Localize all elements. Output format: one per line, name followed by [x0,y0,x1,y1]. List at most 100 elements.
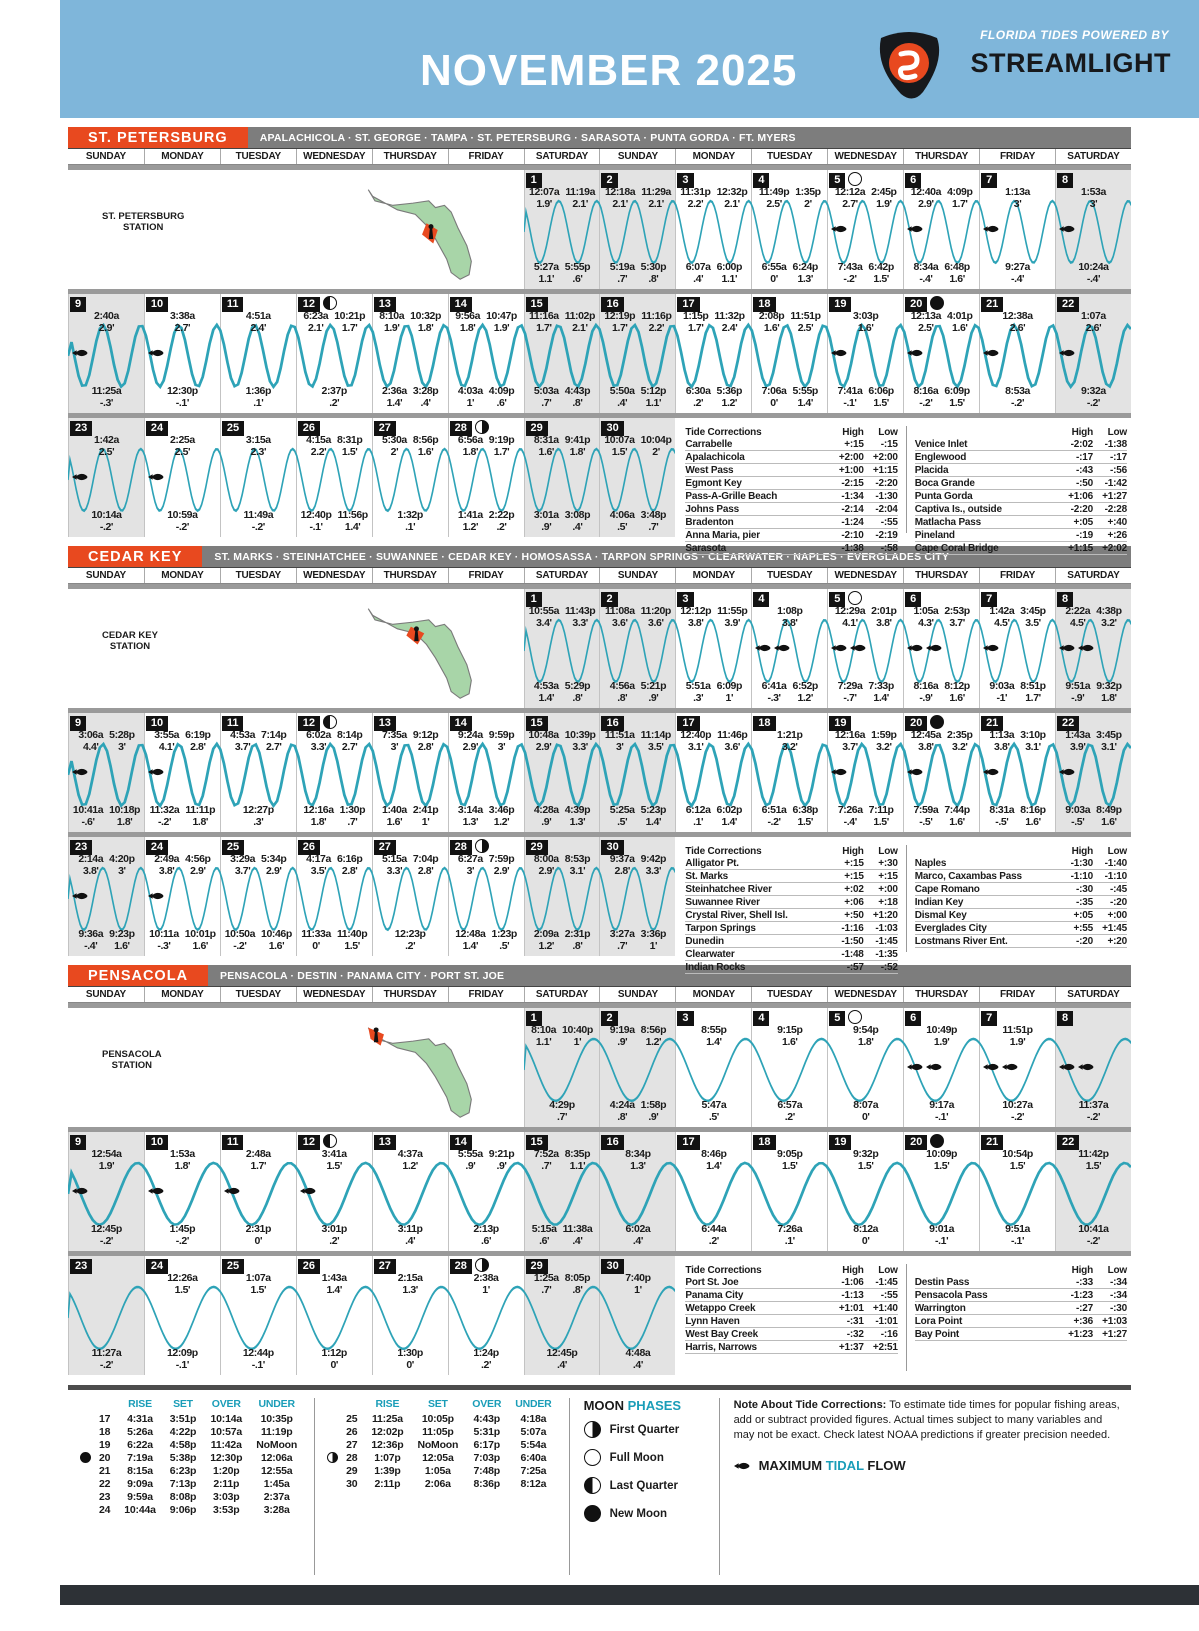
high-time: 9:05p [777,1148,803,1160]
high-height: 2.7' [341,740,358,753]
day-number: 1 [525,173,542,188]
day-cell-header: 30 [600,418,675,436]
low-tide: 6:41a -.3' [762,681,787,704]
low-tides: 9:32a -.2' [1056,386,1131,411]
day-cell-header: 14 [449,294,524,312]
day-cell-header: 19 [828,294,903,312]
high-height: 1.1' [569,1159,586,1172]
max-tidal-flow-fish-icon [907,1063,923,1070]
day-cell: 9 2:40a 2.9' 11:25a -.3' [68,294,144,413]
weekday-header: THURSDAY [903,987,980,1002]
day-cell-header: 28 [449,837,524,855]
low-height: .7' [617,940,628,952]
high-tides: 8:10a 1.9' 10:32p 1.8' [373,310,448,336]
weekday-header: TUESDAY [219,568,296,583]
low-height: -.2' [175,1235,190,1247]
high-time: 11:55p [717,605,748,617]
high-time: 8:56p [412,434,439,446]
high-tides: 6:56a 1.8' 9:19p 1.7' [449,434,524,460]
low-tides: 1:30p 0' [373,1348,448,1373]
day-number: 13 [373,1135,396,1150]
day-number: 7 [981,173,998,188]
high-time: 8:05p [564,1272,591,1284]
low-height: .8' [572,397,583,409]
low-tide: 3:28p .4' [412,385,439,409]
low-height: 1.2' [493,816,510,828]
low-height: .5' [617,521,628,533]
correction-row: Warrington -:27 -:30 [914,1301,1127,1315]
correction-row: Pineland -:19 +:26 [914,528,1127,542]
low-tide: 1:36p .1' [246,386,272,409]
high-time: 9:19p [488,434,515,446]
day-number: 3 [677,592,694,607]
high-tides: 6:02a 3.3' 8:14p 2.7' [297,729,372,755]
low-time: 7:06a [761,385,787,398]
low-height: 1.4' [462,940,479,952]
high-tide: 12:40a 2.9' [911,186,942,210]
low-tides: 8:12a 0' [828,1224,903,1249]
low-height: -.2' [843,273,857,285]
day-cell-header: 16 [600,1132,675,1150]
high-height: 1.9' [493,321,510,334]
day-number: 9 [70,297,87,312]
day-number: 28 [449,1259,472,1274]
low-height: -.5' [1071,816,1085,828]
weekday-header: THURSDAY [371,149,448,164]
day-number: 11 [221,1135,244,1150]
high-height: 3.6' [724,740,741,753]
high-tide: 8:05p .8' [564,1272,591,1296]
high-tide: 9:54p 1.8' [853,1024,879,1048]
high-tide: 9:05p 1.5' [777,1148,803,1172]
day-number: 15 [525,716,548,731]
low-tides: 7:59a -.5' 7:44p 1.6' [904,805,979,830]
day-cell: 18 2:08p 1.6' 11:51p 2.5' 7:06a 0' 5:55p 1.4' [751,294,827,413]
low-time: 7:26a [777,1223,803,1236]
high-tides: 12:40a 2.9' 4:09p 1.7' [904,186,979,212]
low-time: 4:43p [564,385,591,398]
day-cell: 15 10:48a 2.9' 10:39p 3.3' 4:28a .9' 4:39p 1.3' [523,713,600,832]
high-time: 2:45p [871,186,897,198]
low-height: 1' [649,940,658,952]
high-height: 3.7' [234,864,251,877]
high-tide: 11:31p 2.2' [680,186,711,210]
weekday-header: TUESDAY [751,987,828,1002]
high-height: 2.1' [308,321,324,334]
high-time: 10:47p [486,310,517,322]
low-time: 3:28p [412,385,439,398]
high-tide: 1:42a 4.5' [989,605,1014,629]
low-tide: 9:03a -.5' [1065,805,1090,828]
low-tides: 11:27a -.2' [69,1348,144,1373]
low-tide: 1:40a 1.6' [382,805,407,828]
high-tide: 12:19p 1.7' [604,310,635,334]
max-flow-fish [72,349,89,357]
day-cell-header: 29 [525,1256,600,1274]
high-tide: 12:16a 3.7' [834,729,866,753]
station-name: PENSACOLA [68,965,209,986]
low-tide: 1:32p .1' [397,510,423,533]
low-height: .4' [572,521,583,533]
moon-phase-label: First Quarter [609,1423,680,1436]
low-tide: 5:50a .4' [610,386,635,409]
low-time: 7:44p [944,804,970,817]
high-tide: 11:46p 3.6' [717,729,748,753]
low-tide: 10:11a -.3' [149,929,179,952]
high-height: 3' [466,864,475,877]
high-tide: 9:32p 1.5' [853,1148,879,1172]
high-height: 1.3' [402,1283,418,1296]
tide-corrections-left: Tide Corrections High Low Carrabelle +:15 -:1… [685,426,898,555]
high-tide: 10:54p 1.5' [1002,1148,1033,1172]
low-tide: 12:23p .2' [395,929,426,952]
low-height: -.1' [309,521,324,533]
day-cell-header: 15 [525,1132,600,1150]
low-time: 7:11p [868,804,894,817]
day-cell-header: 30 [600,837,675,855]
day-number: 18 [753,297,776,312]
low-tide: 1:23p .5' [492,929,518,952]
high-time: 12:16a [834,729,866,741]
high-height: 2.9' [98,321,115,334]
low-time: 9:36a [78,928,104,941]
high-tide: 11:16p 2.2' [641,310,672,334]
correction-row: Bradenton -1:24 -:55 [685,515,898,529]
high-tides: 2:14a 3.8' 4:20p 3' [69,853,144,879]
high-time: 10:48a [528,729,559,741]
